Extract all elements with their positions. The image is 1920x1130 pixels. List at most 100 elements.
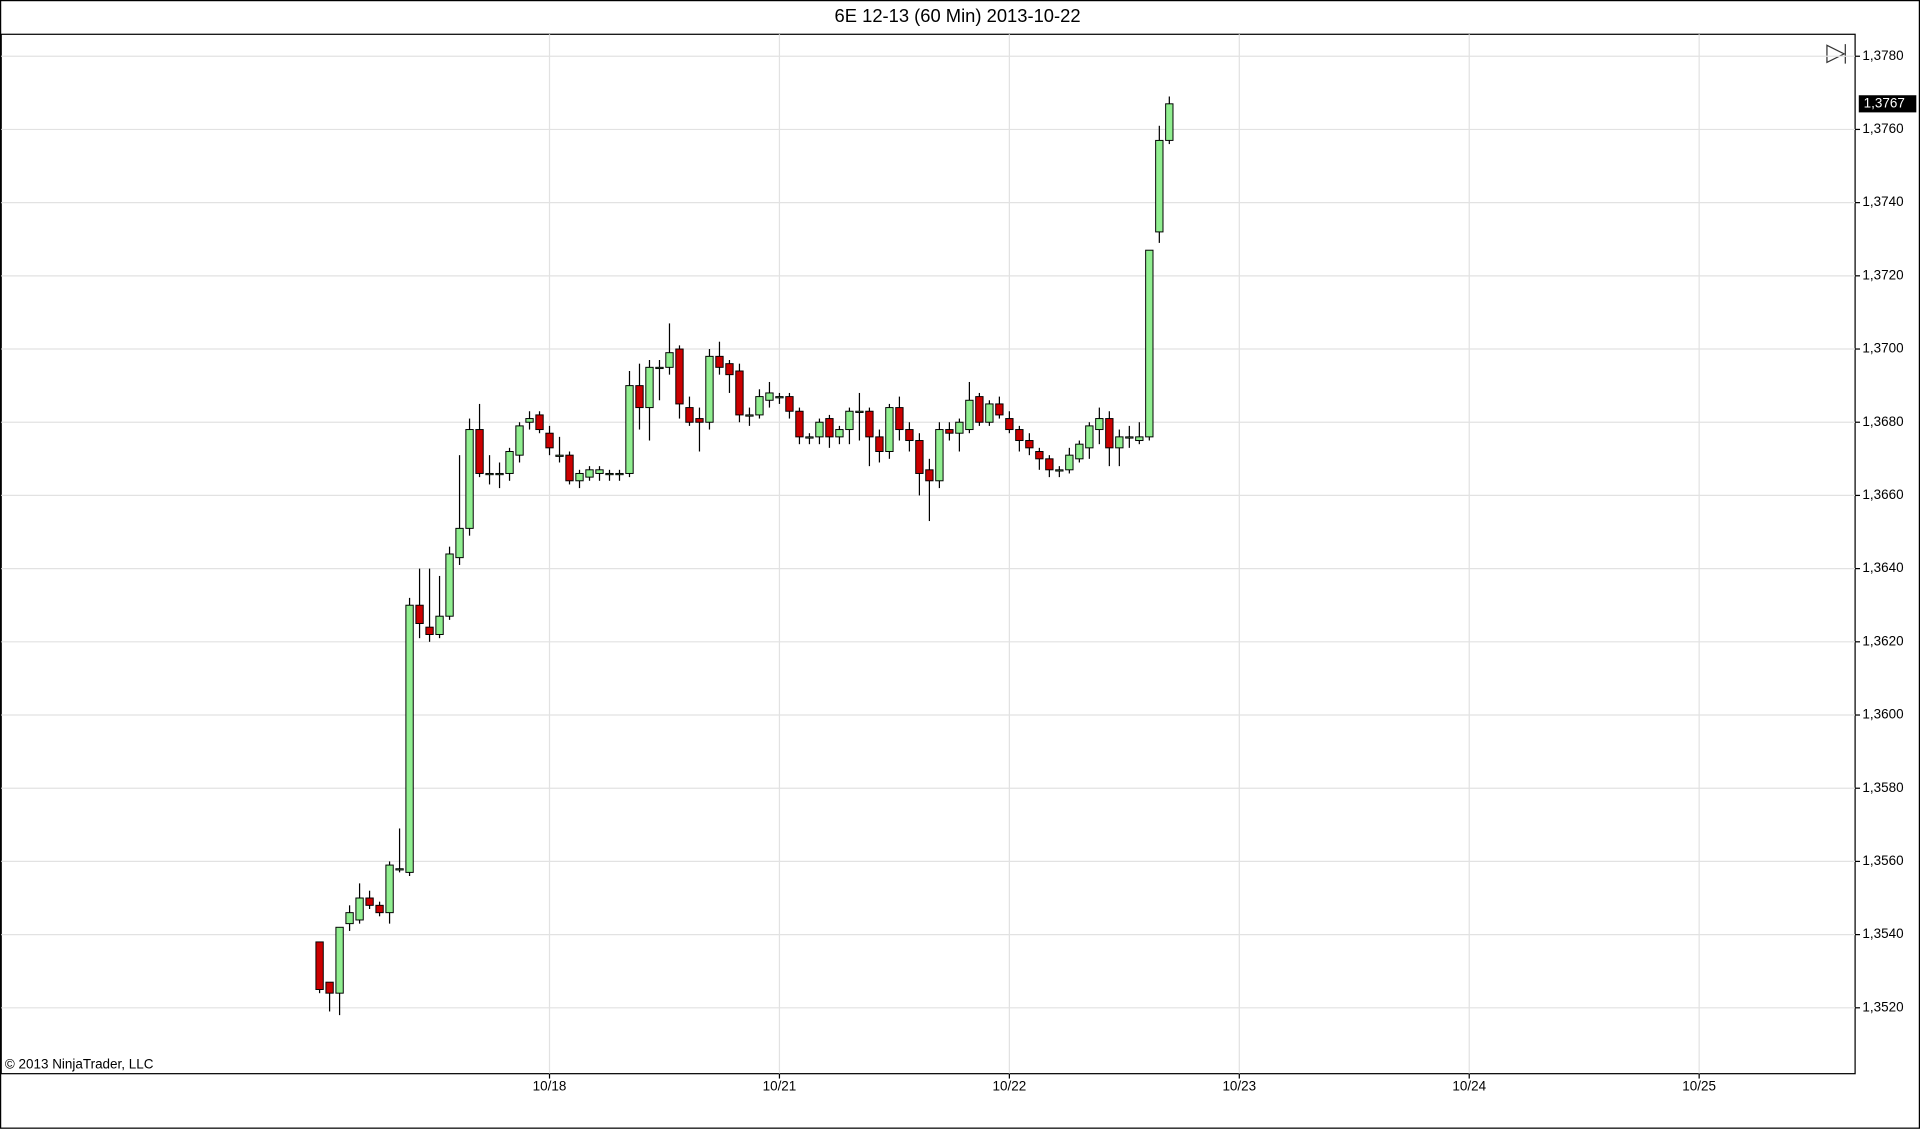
y-tick-label: 1,3600	[1862, 707, 1903, 722]
candle-body	[675, 348, 684, 405]
candle-body	[745, 414, 754, 417]
candle-body	[465, 429, 474, 529]
candle-body	[1065, 454, 1074, 471]
candle-body	[485, 472, 494, 476]
candle-body	[805, 436, 814, 439]
candle-body	[405, 604, 414, 873]
candle-body	[625, 385, 634, 474]
candle-body	[555, 454, 564, 457]
candle-body	[1045, 458, 1054, 471]
candle-body	[1105, 418, 1114, 449]
candle-body	[995, 403, 1004, 416]
candle-body	[325, 981, 334, 994]
candle-body	[315, 941, 324, 990]
candle-body	[665, 352, 674, 368]
candle-body	[695, 418, 704, 423]
candle-body	[715, 355, 724, 368]
candle-body	[935, 429, 944, 482]
candle-body	[455, 527, 464, 559]
candle-body	[835, 429, 844, 438]
last-price-box	[1858, 95, 1917, 113]
scroll-end-icon[interactable]	[1826, 44, 1846, 64]
candle-body	[385, 864, 394, 914]
candle-body	[1155, 139, 1164, 233]
candle-body	[915, 440, 924, 474]
chart-title: 6E 12-13 (60 Min) 2013-10-22	[835, 5, 1081, 26]
candle-body	[1135, 436, 1144, 442]
candle-body	[925, 469, 934, 482]
candle-body	[1025, 440, 1034, 449]
candle-body	[725, 363, 734, 376]
candle-body	[395, 868, 404, 871]
x-tick-label: 10/18	[533, 1079, 567, 1094]
y-tick-label: 1,3740	[1862, 194, 1903, 209]
x-tick-label: 10/24	[1452, 1079, 1486, 1094]
candle-body	[1005, 418, 1014, 431]
candle-body	[895, 407, 904, 431]
candle-body	[785, 396, 794, 412]
candle-body	[885, 407, 894, 452]
candle-body	[655, 366, 664, 370]
candle-body	[615, 472, 624, 476]
candle-body	[1055, 469, 1064, 472]
candle-body	[685, 407, 694, 423]
y-tick-label: 1,3700	[1862, 341, 1903, 356]
candle-body	[865, 410, 874, 438]
candle-body	[535, 414, 544, 431]
candle-body	[955, 421, 964, 434]
candle-body	[635, 385, 644, 409]
candle-body	[585, 469, 594, 478]
x-tick-label: 10/23	[1222, 1079, 1256, 1094]
y-tick-label: 1,3520	[1862, 999, 1903, 1014]
candle-body	[975, 396, 984, 423]
y-tick-label: 1,3660	[1862, 487, 1903, 502]
y-tick-label: 1,3560	[1862, 853, 1903, 868]
candle-body	[775, 396, 784, 399]
candle-body	[1015, 429, 1024, 442]
candle-body	[335, 926, 344, 994]
y-tick-label: 1,3540	[1862, 926, 1903, 941]
candle-body	[345, 912, 354, 925]
candle-body	[575, 472, 584, 482]
candle-body	[375, 904, 384, 914]
candle-body	[1115, 436, 1124, 449]
y-tick-label: 1,3640	[1862, 560, 1903, 575]
candle-body	[515, 425, 524, 456]
candle-body	[815, 421, 824, 438]
y-tick-label: 1,3620	[1862, 633, 1903, 648]
candle-body	[845, 410, 854, 431]
candle-body	[795, 410, 804, 438]
y-tick-label: 1,3780	[1862, 48, 1903, 63]
candle-body	[565, 454, 574, 482]
candle-body	[425, 626, 434, 635]
candle-body	[965, 399, 974, 431]
y-tick-label: 1,3580	[1862, 780, 1903, 795]
candle-body	[595, 469, 604, 474]
candle-body	[445, 553, 454, 617]
candle-body	[475, 429, 484, 474]
candle-body	[355, 897, 364, 921]
x-tick-label: 10/21	[763, 1079, 797, 1094]
candle-body	[765, 392, 774, 401]
candle-body	[545, 432, 554, 449]
copyright: © 2013 NinjaTrader, LLC	[5, 1057, 154, 1072]
candle-body	[755, 396, 764, 416]
plot-area	[0, 33, 1856, 1075]
last-price-label: 1,3767	[1864, 95, 1905, 110]
candle-body	[905, 429, 914, 442]
y-tick-label: 1,3720	[1862, 267, 1903, 282]
candle-body	[415, 604, 424, 625]
candle-body	[855, 410, 864, 413]
candle-body	[1085, 425, 1094, 449]
candle-body	[1095, 418, 1104, 431]
candle-body	[875, 436, 884, 452]
candle-body	[1035, 451, 1044, 460]
candle-body	[945, 429, 954, 434]
y-tick-label: 1,3680	[1862, 414, 1903, 429]
x-tick-label: 10/22	[993, 1079, 1027, 1094]
y-tick-label: 1,3760	[1862, 121, 1903, 136]
candle-body	[605, 472, 614, 476]
